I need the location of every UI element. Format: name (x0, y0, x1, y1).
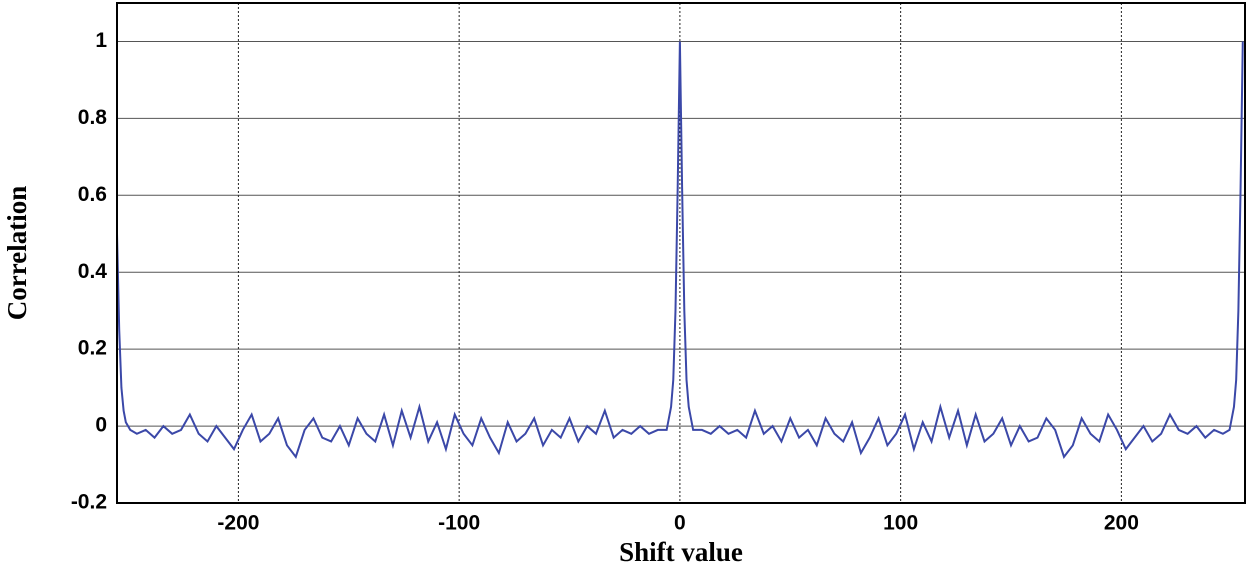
y-tick-label: 0.8 (78, 106, 108, 129)
plot-frame (116, 2, 1246, 504)
y-tick-label: 0.6 (78, 183, 107, 206)
y-tick-label: 0.4 (78, 260, 108, 283)
x-tick-label: 100 (883, 512, 918, 535)
x-tick-label: 0 (674, 512, 686, 535)
x-tick-label: -200 (217, 512, 259, 535)
data-line (116, 41, 1244, 459)
y-tick-label: 0 (95, 414, 107, 437)
x-tick-label: -100 (438, 512, 480, 535)
y-tick-label: -0.2 (71, 491, 107, 514)
y-tick-label: 1 (95, 29, 107, 52)
y-axis-label: Correlation (2, 186, 32, 320)
x-axis-label: Shift value (619, 537, 743, 567)
x-tick-label: 200 (1104, 512, 1139, 535)
y-tick-label: 0.2 (78, 337, 107, 360)
